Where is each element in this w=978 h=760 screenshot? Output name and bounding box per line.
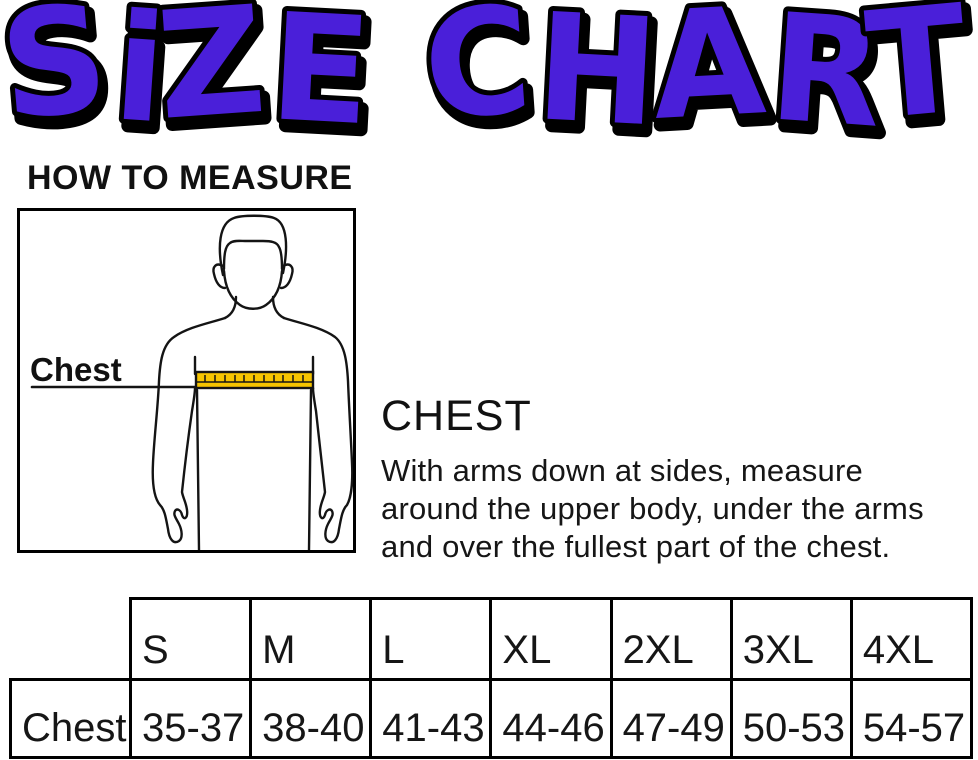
measuring-tape xyxy=(194,370,315,390)
row-label-chest: Chest xyxy=(9,678,132,759)
torso-left-edge xyxy=(195,388,201,550)
tape-tick-marks xyxy=(204,375,304,382)
chest-instruction-line: around the upper body, under the arms xyxy=(381,491,924,526)
size-table-blank-cell xyxy=(10,598,131,680)
right-ear xyxy=(279,263,294,290)
neck-left-line xyxy=(223,295,238,320)
chest-value-cell: 47-49 xyxy=(609,678,733,759)
right-shoulder-arm-outline xyxy=(282,316,353,544)
size-table-header-row: S M L XL 2XL 3XL 4XL xyxy=(10,597,974,681)
left-ear xyxy=(212,263,227,290)
size-col-header: 2XL xyxy=(609,597,733,681)
size-col-header: L xyxy=(369,597,493,681)
neck-right-line xyxy=(271,295,286,320)
hair-fringe-line xyxy=(222,239,284,271)
body-outline-illustration: Chest xyxy=(30,214,353,550)
size-col-header: XL xyxy=(489,597,613,681)
size-col-header: M xyxy=(249,597,373,681)
chest-value-cell: 41-43 xyxy=(369,678,493,759)
chest-instructions-text: With arms down at sides, measure around … xyxy=(381,452,924,566)
title-word-size: SiZE xyxy=(0,0,375,151)
chest-instructions-section: CHEST With arms down at sides, measure a… xyxy=(381,393,924,566)
torso-right-edge xyxy=(307,388,313,550)
left-shoulder-arm-outline xyxy=(151,316,227,544)
face-jaw-outline xyxy=(222,269,284,310)
head-hair-outline xyxy=(218,214,288,277)
chest-value-cell: 54-57 xyxy=(849,678,974,759)
measurement-figure-box: Chest xyxy=(17,208,356,553)
size-col-header: 3XL xyxy=(729,597,853,681)
figure-chest-label: Chest xyxy=(30,351,122,388)
chest-instruction-line: and over the fullest part of the chest. xyxy=(381,529,891,564)
size-table-chest-row: Chest 35-37 38-40 41-43 44-46 47-49 50-5… xyxy=(9,678,974,759)
size-table: S M L XL 2XL 3XL 4XL Chest 35-37 38-40 4… xyxy=(9,597,974,759)
chest-heading: CHEST xyxy=(381,392,532,440)
chest-value-cell: 38-40 xyxy=(249,678,373,759)
chest-value-cell: 44-46 xyxy=(489,678,613,759)
chest-value-cell: 35-37 xyxy=(128,678,253,759)
title-word-chart-shadow: CHART xyxy=(422,0,977,151)
title-word-chart: CHART xyxy=(418,0,973,151)
title-word-size-shadow: SiZE xyxy=(0,0,379,151)
size-chart-title: SiZE CHART SiZE CHART xyxy=(0,0,978,151)
chest-value-cell: 50-53 xyxy=(729,678,853,759)
size-col-header: 4XL xyxy=(849,597,974,681)
chest-instruction-line: With arms down at sides, measure xyxy=(381,453,863,488)
size-col-header: S xyxy=(128,597,253,681)
how-to-measure-heading: HOW TO MEASURE xyxy=(27,159,353,197)
